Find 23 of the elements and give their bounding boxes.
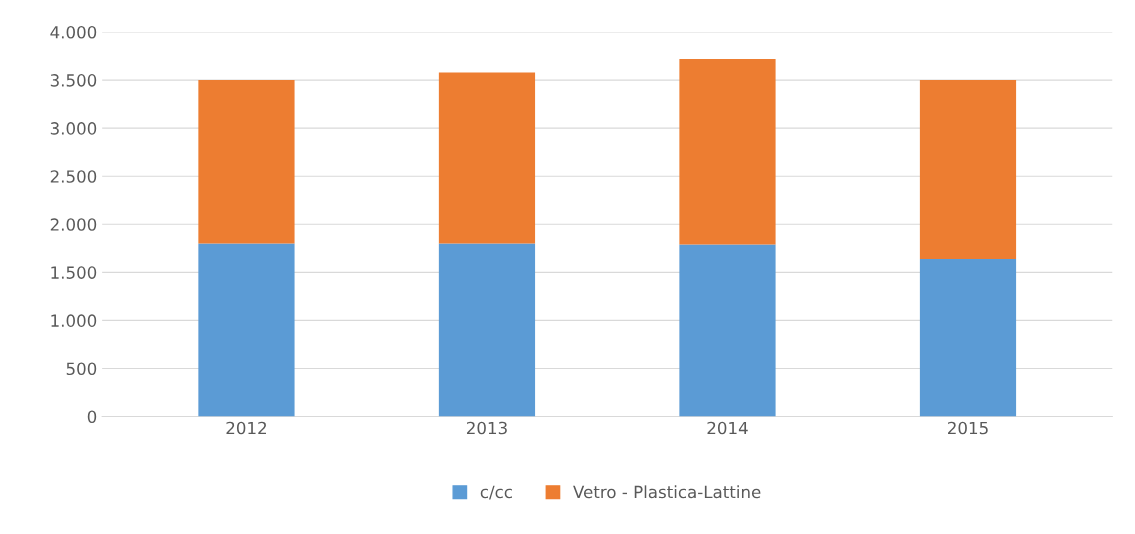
x-tick-label: 2014 [707, 421, 748, 435]
legend-label: Vetro - Plastica-Lattine [573, 485, 761, 499]
y-tick-label: 1.500 [51, 266, 97, 279]
y-tick-label: 3.000 [50, 122, 97, 135]
y-tick-label: 500 [66, 362, 97, 376]
bar [679, 58, 776, 245]
bar [198, 80, 295, 244]
bar [919, 80, 1017, 259]
y-tick-label: 1.000 [51, 314, 97, 327]
x-tick-label: 2012 [226, 421, 266, 435]
bar [198, 243, 295, 417]
bar [438, 72, 536, 244]
x-tick-label: 2013 [466, 421, 507, 435]
legend-label: c/cc [480, 485, 512, 500]
y-tick-label: 4.000 [50, 26, 97, 39]
y-tick-label: 2.000 [50, 218, 97, 231]
y-tick-label: 3.500 [50, 74, 97, 87]
bar [679, 244, 776, 417]
bar [919, 258, 1017, 417]
bar [438, 243, 536, 417]
y-tick-label: 2.500 [50, 170, 97, 183]
x-tick-label: 2015 [948, 421, 988, 435]
y-tick-label: 0 [87, 410, 97, 424]
